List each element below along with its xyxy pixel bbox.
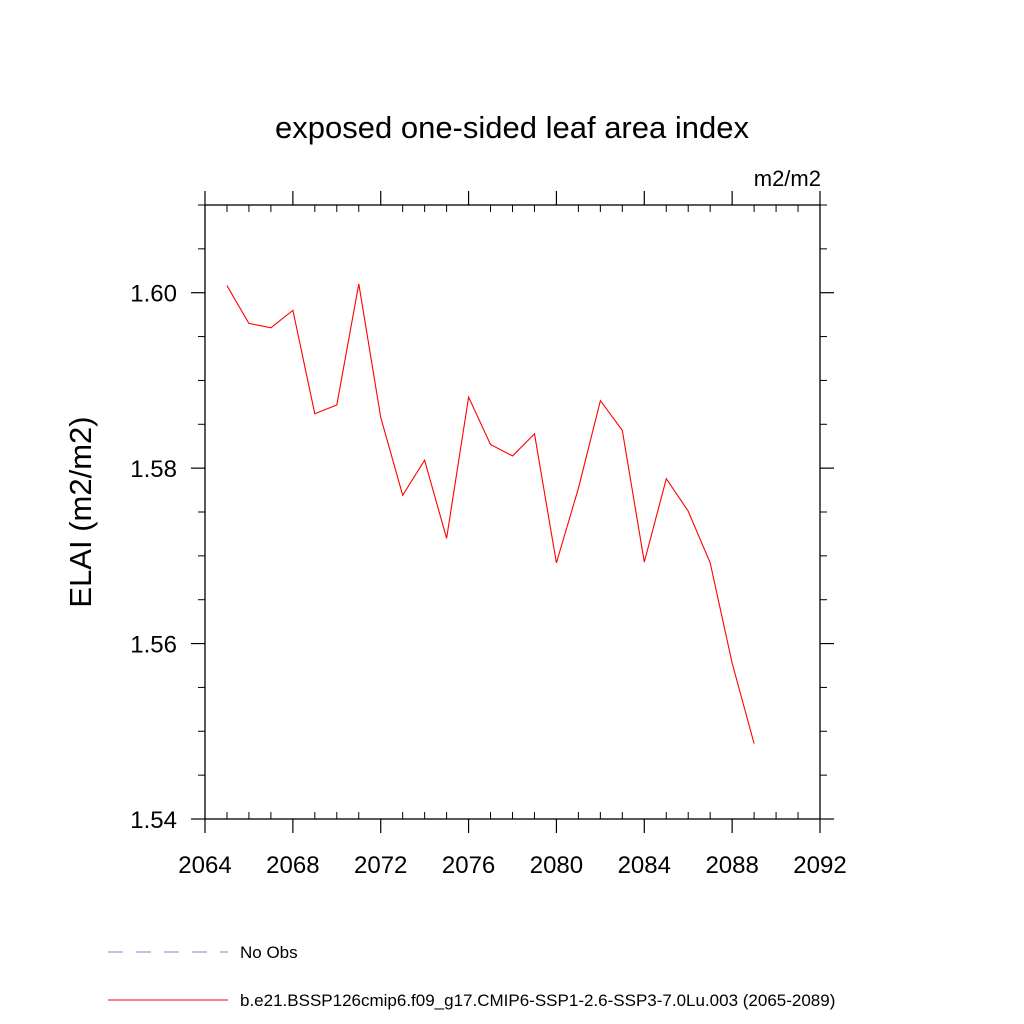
y-tick-label: 1.56	[130, 632, 177, 659]
chart-title: exposed one-sided leaf area index	[275, 110, 749, 145]
plot-frame	[204, 204, 821, 820]
units-label: m2/m2	[754, 166, 821, 191]
x-tick-label: 2088	[705, 852, 758, 879]
y-tick-labels: 1.54 1.56 1.58 1.60	[130, 281, 177, 834]
legend-label: No Obs	[240, 943, 298, 962]
y-tick-label: 1.60	[130, 281, 177, 308]
x-tick-label: 2068	[266, 852, 319, 879]
x-tick-label: 2092	[793, 852, 846, 879]
legend-label: b.e21.BSSP126cmip6.f09_g17.CMIP6-SSP1-2.…	[240, 991, 835, 1010]
x-tick-label: 2076	[442, 852, 495, 879]
y-axis-label: ELAI (m2/m2)	[63, 416, 98, 607]
series-lines	[226, 283, 755, 744]
x-tick-label: 2072	[354, 852, 407, 879]
axis-ticks	[191, 191, 834, 833]
legend: No Obs b.e21.BSSP126cmip6.f09_g17.CMIP6-S…	[108, 943, 835, 1010]
x-tick-labels: 2064 2068 2072 2076 2080 2084 2088 2092	[178, 852, 846, 879]
x-tick-label: 2064	[178, 852, 231, 879]
series-line	[226, 283, 755, 744]
y-tick-label: 1.58	[130, 456, 177, 483]
y-tick-label: 1.54	[130, 807, 177, 834]
x-tick-label: 2080	[530, 852, 583, 879]
x-tick-label: 2084	[618, 852, 671, 879]
